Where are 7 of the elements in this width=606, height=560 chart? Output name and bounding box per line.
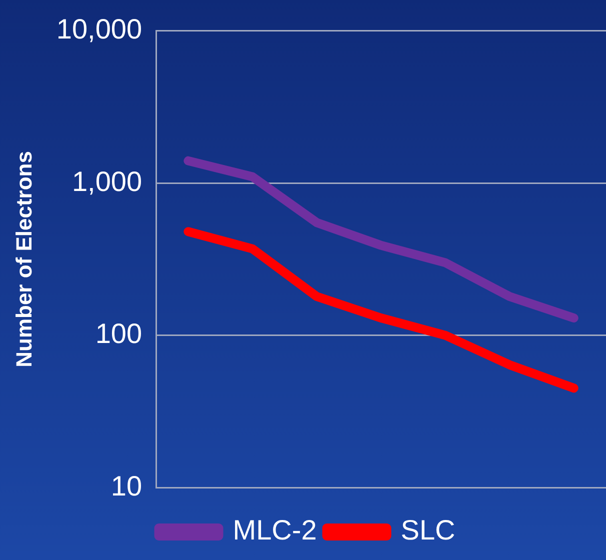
- legend-label: MLC-2: [232, 514, 317, 546]
- y-tick-label: 1,000: [72, 166, 142, 197]
- y-axis-title: Number of Electrons: [11, 151, 36, 368]
- legend-label: SLC: [400, 514, 456, 546]
- y-tick-label: 10: [110, 470, 142, 502]
- y-tick-label: 10,000: [56, 14, 142, 45]
- y-tick-label: 100: [95, 318, 142, 350]
